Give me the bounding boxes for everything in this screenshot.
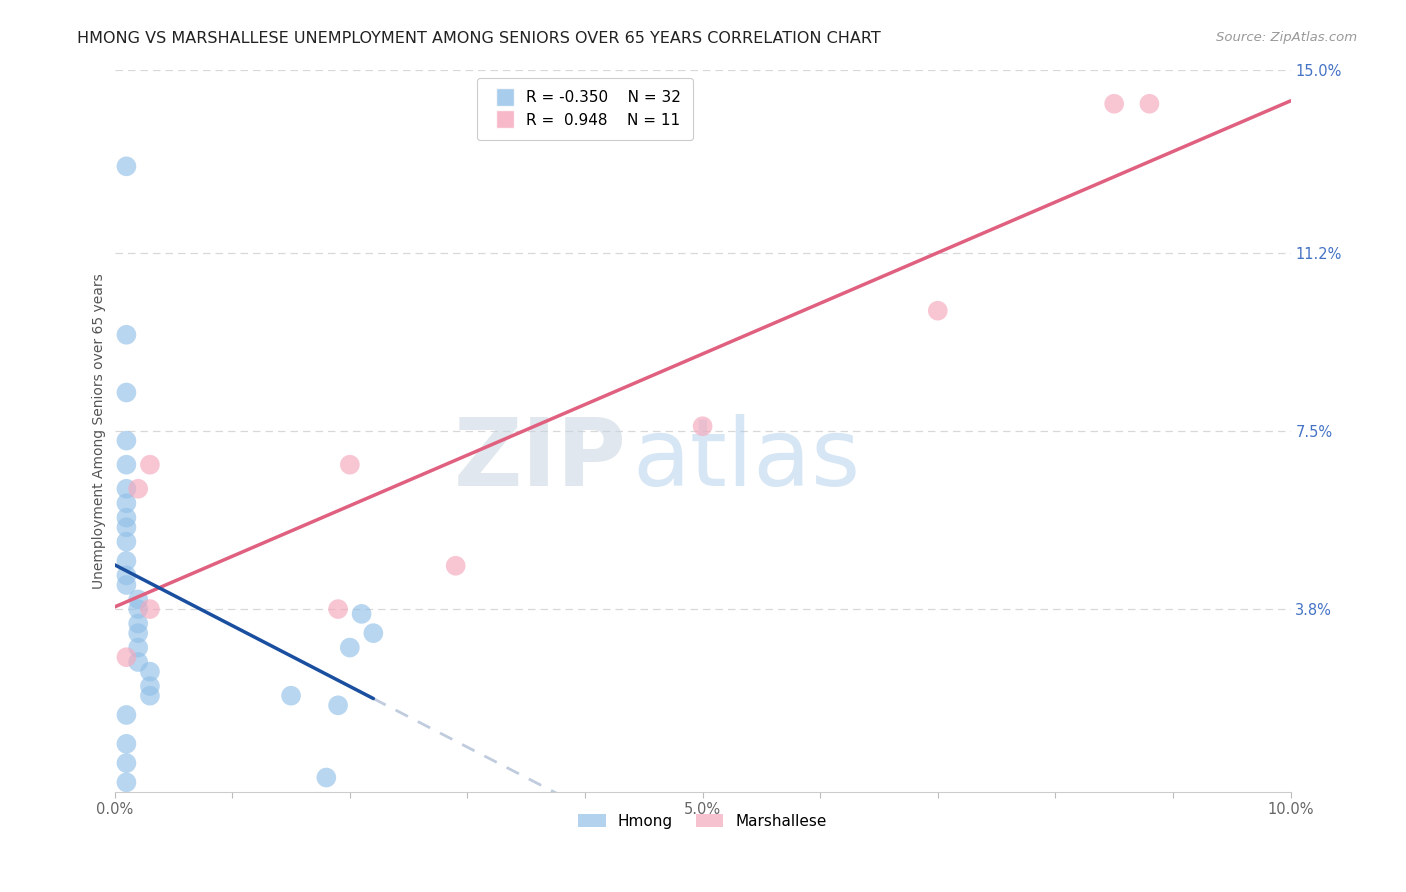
Point <box>339 640 361 655</box>
Point <box>127 626 149 640</box>
Point <box>139 689 162 703</box>
Point <box>127 655 149 669</box>
Point <box>115 385 138 400</box>
Point <box>115 534 138 549</box>
Point <box>115 737 138 751</box>
Point <box>1102 96 1125 111</box>
Point <box>127 616 149 631</box>
Point <box>127 592 149 607</box>
Point <box>115 568 138 582</box>
Point <box>139 602 162 616</box>
Point <box>115 520 138 534</box>
Point <box>339 458 361 472</box>
Point <box>315 771 337 785</box>
Point <box>326 698 349 713</box>
Y-axis label: Unemployment Among Seniors over 65 years: Unemployment Among Seniors over 65 years <box>93 273 107 589</box>
Point <box>444 558 467 573</box>
Point <box>139 665 162 679</box>
Point <box>115 510 138 524</box>
Point <box>115 554 138 568</box>
Point <box>115 775 138 789</box>
Point <box>139 679 162 693</box>
Point <box>115 327 138 342</box>
Point <box>127 602 149 616</box>
Point <box>350 607 373 621</box>
Text: HMONG VS MARSHALLESE UNEMPLOYMENT AMONG SENIORS OVER 65 YEARS CORRELATION CHART: HMONG VS MARSHALLESE UNEMPLOYMENT AMONG … <box>77 31 882 46</box>
Point <box>115 496 138 510</box>
Point <box>363 626 385 640</box>
Point <box>927 303 949 318</box>
Text: Source: ZipAtlas.com: Source: ZipAtlas.com <box>1216 31 1357 45</box>
Point <box>326 602 349 616</box>
Point <box>115 159 138 173</box>
Legend: Hmong, Marshallese: Hmong, Marshallese <box>572 807 834 835</box>
Point <box>115 482 138 496</box>
Point <box>139 458 162 472</box>
Point <box>280 689 302 703</box>
Text: atlas: atlas <box>633 414 860 506</box>
Point <box>127 482 149 496</box>
Point <box>692 419 714 434</box>
Point <box>115 756 138 770</box>
Point <box>115 458 138 472</box>
Point <box>115 578 138 592</box>
Point <box>1139 96 1161 111</box>
Point <box>115 708 138 723</box>
Point <box>127 640 149 655</box>
Text: ZIP: ZIP <box>453 414 626 506</box>
Point <box>115 650 138 665</box>
Point <box>115 434 138 448</box>
